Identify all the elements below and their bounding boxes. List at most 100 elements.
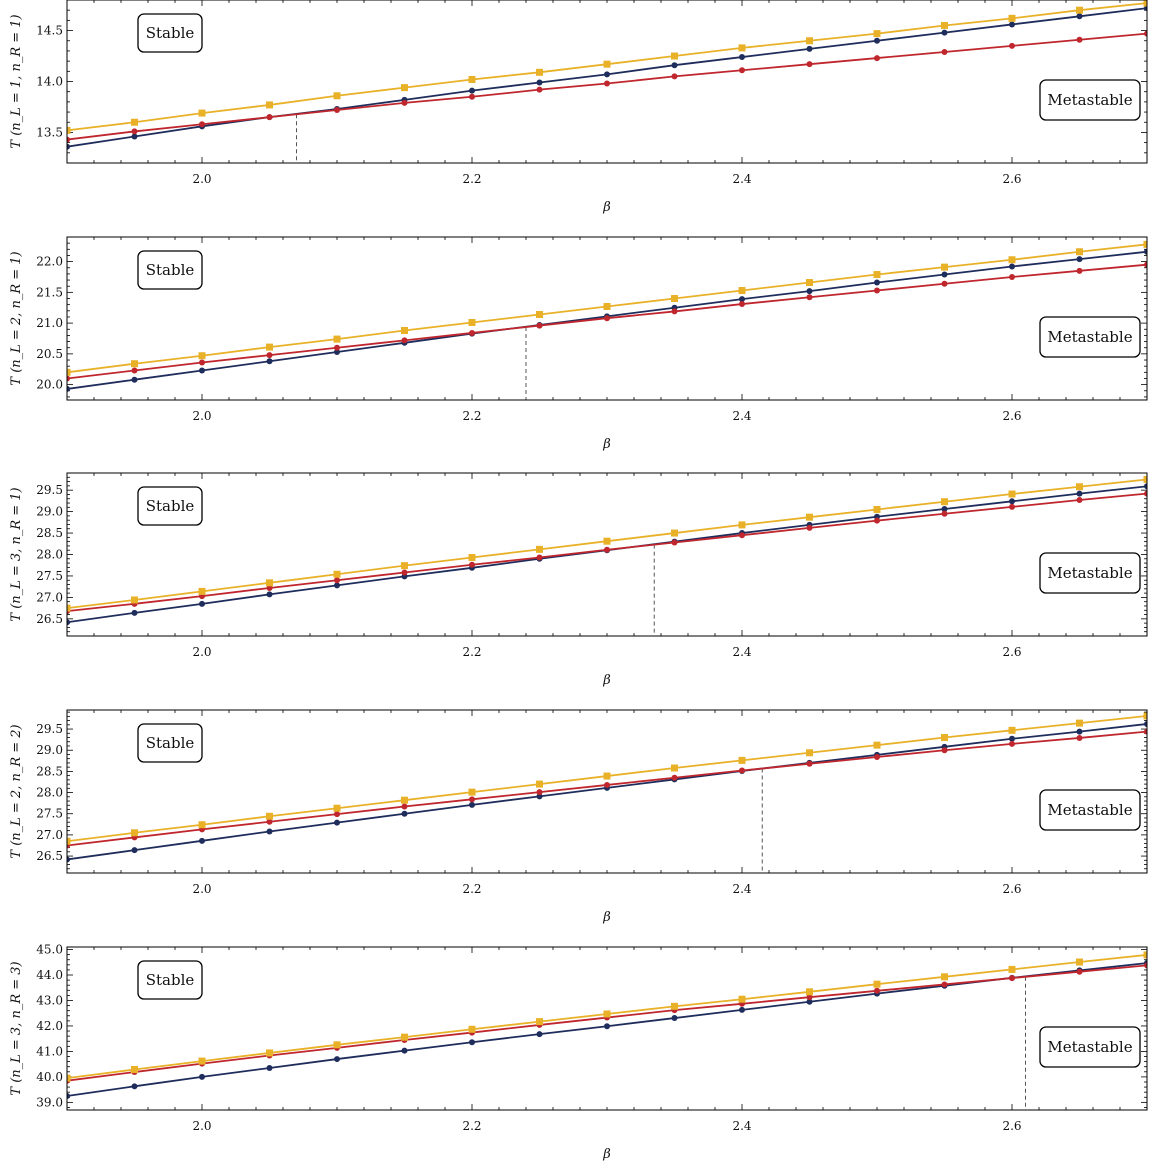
series-point-1 bbox=[401, 1047, 408, 1054]
series-point-3 bbox=[198, 352, 206, 360]
series-point-2 bbox=[199, 121, 205, 128]
series-point-2 bbox=[739, 532, 745, 539]
series-point-2 bbox=[739, 767, 745, 774]
series-point-2 bbox=[1009, 740, 1015, 747]
y-tick-label: 29.0 bbox=[36, 505, 63, 519]
series-point-2 bbox=[266, 114, 273, 121]
series-point-2 bbox=[671, 774, 678, 781]
y-tick-label: 13.5 bbox=[36, 125, 63, 139]
series-point-1 bbox=[1144, 5, 1147, 12]
series-point-2 bbox=[266, 818, 273, 825]
series-point-3 bbox=[67, 604, 71, 612]
series-point-3 bbox=[941, 263, 948, 271]
y-axis-label: T (n_L = 3, n_R = 3) bbox=[9, 961, 24, 1095]
series-point-2 bbox=[469, 561, 475, 568]
x-tick-label: 2.6 bbox=[1002, 1119, 1021, 1133]
series-point-2 bbox=[334, 107, 340, 114]
stable-label: Stable bbox=[146, 734, 195, 752]
series-point-1 bbox=[604, 71, 610, 78]
stable-label: Stable bbox=[146, 497, 195, 515]
series-point-3 bbox=[738, 287, 746, 295]
series-point-3 bbox=[468, 788, 476, 796]
series-point-3 bbox=[873, 30, 881, 38]
plot-frame bbox=[66, 236, 1148, 401]
series-point-2 bbox=[536, 789, 543, 796]
x-tick-label: 2.4 bbox=[732, 882, 751, 896]
series-point-3 bbox=[873, 741, 881, 749]
x-axis-label: β bbox=[602, 1147, 611, 1162]
series-point-1 bbox=[131, 376, 138, 383]
series-point-3 bbox=[806, 749, 813, 757]
y-tick-label: 45.0 bbox=[36, 943, 63, 957]
series-point-2 bbox=[941, 48, 948, 55]
series-point-3 bbox=[1008, 256, 1016, 264]
series-point-1 bbox=[67, 143, 70, 150]
series-point-3 bbox=[738, 756, 746, 764]
metastable-box bbox=[1039, 1026, 1141, 1068]
y-tick-label: 29.0 bbox=[36, 743, 63, 757]
series-point-3 bbox=[671, 764, 678, 772]
series-point-3 bbox=[806, 988, 813, 996]
series-point-3 bbox=[1008, 726, 1016, 734]
series-point-1 bbox=[671, 1015, 678, 1022]
series-point-1 bbox=[199, 367, 205, 374]
series-point-3 bbox=[468, 554, 476, 562]
series-point-1 bbox=[1144, 720, 1147, 727]
x-tick-label: 2.6 bbox=[1002, 645, 1021, 659]
series-point-3 bbox=[806, 37, 813, 45]
series-point-3 bbox=[941, 498, 948, 506]
series-point-1 bbox=[334, 582, 340, 589]
series-point-1 bbox=[67, 619, 70, 626]
series-line-1 bbox=[67, 962, 1147, 1097]
series-point-3 bbox=[333, 804, 341, 812]
series-point-2 bbox=[1009, 273, 1015, 280]
series-point-3 bbox=[603, 772, 611, 780]
series-point-3 bbox=[941, 734, 948, 742]
series-point-2 bbox=[1009, 975, 1015, 982]
metastable-label: Metastable bbox=[1047, 328, 1132, 346]
y-tick-label: 27.0 bbox=[36, 828, 63, 842]
x-tick-label: 2.4 bbox=[732, 172, 751, 186]
series-point-3 bbox=[266, 1049, 273, 1057]
series-point-2 bbox=[806, 524, 813, 531]
series-point-3 bbox=[333, 92, 341, 100]
series-point-1 bbox=[199, 1073, 205, 1080]
series-point-3 bbox=[1008, 490, 1016, 498]
series-point-2 bbox=[941, 747, 948, 754]
series-point-3 bbox=[1076, 483, 1083, 491]
y-tick-label: 20.5 bbox=[36, 347, 63, 361]
series-point-1 bbox=[67, 385, 70, 392]
stable-box bbox=[137, 960, 203, 1000]
series-point-3 bbox=[603, 60, 611, 68]
stable-label: Stable bbox=[146, 24, 195, 42]
y-tick-label: 40.0 bbox=[36, 1070, 63, 1084]
series-line-1 bbox=[67, 723, 1147, 861]
series-point-3 bbox=[67, 126, 71, 134]
series-point-3 bbox=[401, 1033, 408, 1041]
metastable-label: Metastable bbox=[1047, 564, 1132, 582]
y-tick-label: 27.5 bbox=[36, 807, 63, 821]
series-point-2 bbox=[131, 128, 138, 135]
series-point-3 bbox=[536, 311, 543, 319]
series-point-1 bbox=[334, 819, 340, 826]
series-point-1 bbox=[1076, 490, 1083, 497]
series-point-1 bbox=[806, 288, 813, 295]
series-point-3 bbox=[806, 279, 813, 287]
series-point-1 bbox=[199, 600, 205, 607]
series-point-3 bbox=[131, 360, 138, 368]
series-point-1 bbox=[334, 349, 340, 356]
series-point-2 bbox=[401, 803, 408, 810]
series-point-1 bbox=[1076, 728, 1083, 735]
y-tick-label: 26.5 bbox=[36, 612, 63, 626]
series-point-2 bbox=[1076, 36, 1083, 43]
x-tick-label: 2.2 bbox=[462, 172, 481, 186]
series-point-1 bbox=[266, 591, 273, 598]
series-point-2 bbox=[671, 308, 678, 315]
y-tick-label: 42.0 bbox=[36, 1019, 63, 1033]
chart-panel-1: 2.0 2.2 2.4 2.6 13.5 14.0 14.5 β T (n_L = 1, n_R… bbox=[9, 0, 1148, 215]
series-point-1 bbox=[536, 1031, 543, 1038]
series-point-3 bbox=[333, 335, 341, 343]
series-point-2 bbox=[806, 760, 813, 767]
series-point-3 bbox=[401, 84, 408, 92]
